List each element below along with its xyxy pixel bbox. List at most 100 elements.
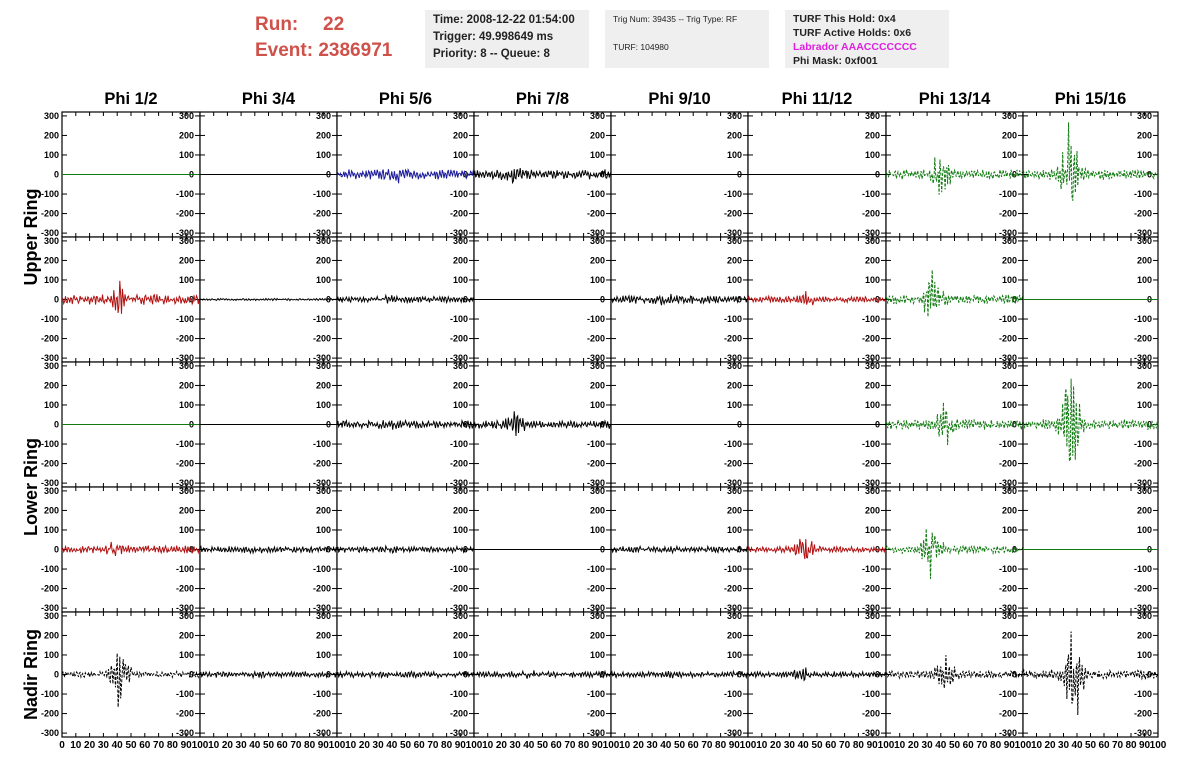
y-tick-label: -100 bbox=[313, 689, 331, 699]
y-tick-label: 100 bbox=[179, 650, 194, 660]
y-tick-label: 200 bbox=[590, 130, 605, 140]
y-tick-label: -200 bbox=[41, 334, 59, 344]
y-tick-label: -100 bbox=[450, 314, 468, 324]
y-tick-label: 100 bbox=[316, 150, 331, 160]
y-tick-label: 0 bbox=[1012, 420, 1017, 430]
waveform-trace bbox=[1022, 378, 1159, 463]
x-tick-label: 90 bbox=[729, 740, 741, 751]
x-tick-label: 100 bbox=[603, 740, 620, 751]
waveform-trace bbox=[885, 655, 1024, 689]
y-tick-label: -300 bbox=[176, 478, 194, 488]
x-tick-label: 80 bbox=[441, 740, 453, 751]
y-tick-label: 100 bbox=[590, 150, 605, 160]
y-tick-label: 100 bbox=[44, 400, 59, 410]
priority-text: Priority: 8 -- Queue: 8 bbox=[433, 48, 550, 60]
x-tick-label: 80 bbox=[990, 740, 1002, 751]
waveform-trace bbox=[473, 411, 612, 437]
waveform-trace bbox=[747, 538, 887, 560]
waveform-trace bbox=[885, 269, 1024, 317]
y-tick-label: 200 bbox=[1002, 380, 1017, 390]
x-tick-label: 10 bbox=[482, 740, 494, 751]
waveform-trace bbox=[1022, 122, 1159, 201]
y-tick-label: -300 bbox=[862, 228, 880, 238]
y-tick-label: -300 bbox=[587, 728, 605, 738]
x-tick-label: 80 bbox=[304, 740, 316, 751]
x-tick-label: 70 bbox=[153, 740, 165, 751]
y-tick-label: -200 bbox=[1134, 459, 1152, 469]
waveform-trace bbox=[473, 669, 612, 680]
ring-label: Lower Ring bbox=[21, 438, 41, 536]
y-tick-label: -200 bbox=[313, 334, 331, 344]
y-tick-label: 100 bbox=[590, 650, 605, 660]
y-tick-label: -100 bbox=[587, 314, 605, 324]
y-tick-label: 100 bbox=[179, 525, 194, 535]
y-tick-label: -200 bbox=[450, 459, 468, 469]
waveform-trace bbox=[747, 290, 887, 306]
x-tick-label: 30 bbox=[647, 740, 659, 751]
y-tick-label: -300 bbox=[41, 478, 59, 488]
y-tick-label: 100 bbox=[453, 400, 468, 410]
y-tick-label: 200 bbox=[44, 630, 59, 640]
column-title: Phi 15/16 bbox=[1055, 90, 1127, 108]
y-tick-label: 200 bbox=[316, 630, 331, 640]
y-tick-label: 200 bbox=[179, 505, 194, 515]
x-tick-label: 60 bbox=[414, 740, 426, 751]
run-label: Run: bbox=[255, 14, 299, 35]
y-tick-label: 200 bbox=[727, 630, 742, 640]
y-tick-label: 100 bbox=[590, 525, 605, 535]
y-tick-label: 200 bbox=[1137, 130, 1152, 140]
x-tick-label: 60 bbox=[551, 740, 563, 751]
x-tick-label: 70 bbox=[1112, 740, 1124, 751]
y-tick-label: -200 bbox=[587, 459, 605, 469]
column-title: Phi 9/10 bbox=[648, 90, 710, 108]
y-tick-label: 100 bbox=[453, 150, 468, 160]
trigger-info-box: Trig Num: 39435 -- Trig Type: RF TURF: 1… bbox=[605, 10, 769, 68]
y-tick-label: -300 bbox=[862, 728, 880, 738]
y-tick-label: -100 bbox=[41, 189, 59, 199]
y-tick-label: 200 bbox=[44, 380, 59, 390]
y-tick-label: -300 bbox=[41, 603, 59, 613]
x-tick-label: 100 bbox=[466, 740, 483, 751]
y-tick-label: 200 bbox=[727, 130, 742, 140]
x-tick-label: 90 bbox=[181, 740, 193, 751]
y-tick-label: 200 bbox=[453, 630, 468, 640]
y-tick-label: -100 bbox=[862, 564, 880, 574]
y-tick-label: 200 bbox=[1002, 505, 1017, 515]
x-tick-label: 70 bbox=[290, 740, 302, 751]
y-tick-label: 100 bbox=[44, 650, 59, 660]
y-tick-label: 0 bbox=[54, 295, 59, 305]
y-tick-label: -200 bbox=[724, 584, 742, 594]
turf-hold-text: TURF This Hold: 0x4 bbox=[793, 13, 896, 25]
y-tick-label: 0 bbox=[600, 170, 605, 180]
y-tick-label: -200 bbox=[41, 584, 59, 594]
x-tick-label: 30 bbox=[373, 740, 385, 751]
x-tick-label: 90 bbox=[1004, 740, 1016, 751]
y-tick-label: -300 bbox=[999, 353, 1017, 363]
y-tick-label: 200 bbox=[1137, 380, 1152, 390]
y-tick-label: -300 bbox=[862, 478, 880, 488]
column-title: Phi 13/14 bbox=[919, 90, 991, 108]
y-tick-label: -300 bbox=[724, 603, 742, 613]
y-tick-label: -200 bbox=[176, 584, 194, 594]
waveform-trace bbox=[747, 667, 887, 682]
y-tick-label: 100 bbox=[727, 400, 742, 410]
x-tick-label: 10 bbox=[756, 740, 768, 751]
y-tick-label: -300 bbox=[724, 728, 742, 738]
waveform-trace bbox=[199, 670, 338, 680]
waveform-trace bbox=[610, 293, 749, 306]
y-tick-label: 0 bbox=[1012, 295, 1017, 305]
y-tick-label: -200 bbox=[313, 709, 331, 719]
y-tick-label: -200 bbox=[450, 709, 468, 719]
y-tick-label: 200 bbox=[865, 255, 880, 265]
y-tick-label: -200 bbox=[41, 459, 59, 469]
y-tick-label: 100 bbox=[1137, 400, 1152, 410]
y-tick-label: -100 bbox=[176, 189, 194, 199]
x-tick-label: 10 bbox=[1031, 740, 1043, 751]
y-tick-label: 200 bbox=[44, 505, 59, 515]
y-tick-label: -300 bbox=[450, 228, 468, 238]
x-tick-label: 80 bbox=[853, 740, 865, 751]
x-tick-label: 90 bbox=[592, 740, 604, 751]
time-text: Time: 2008-12-22 01:54:00 bbox=[433, 14, 575, 26]
x-tick-label: 40 bbox=[386, 740, 398, 751]
y-tick-label: -300 bbox=[587, 353, 605, 363]
